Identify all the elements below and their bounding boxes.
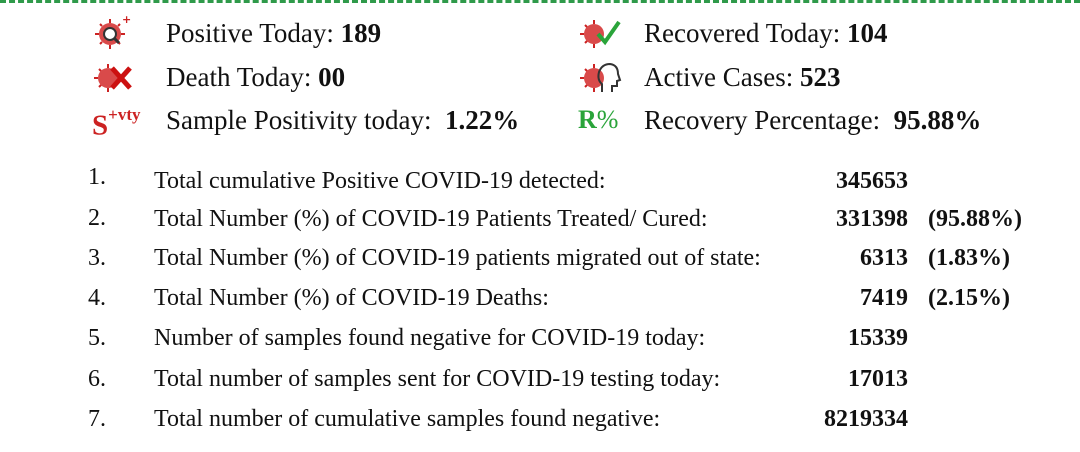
- row-label: Total Number (%) of COVID-19 Deaths:: [154, 285, 549, 311]
- row-number: 3.: [88, 245, 106, 271]
- row-number: 5.: [88, 325, 106, 351]
- active-cases: Active Cases: 523: [644, 62, 840, 92]
- positive-today-label: Positive Today:: [166, 18, 334, 48]
- recovered-today-value: 104: [847, 18, 888, 48]
- recovered-today: Recovered Today: 104: [644, 18, 888, 48]
- row-label: Total number of samples sent for COVID-1…: [154, 366, 721, 392]
- row-percent: (2.15%): [928, 285, 1010, 311]
- row-percent: (95.88%): [928, 206, 1022, 232]
- active-cases-value: 523: [799, 62, 841, 92]
- row-label: Total number of cumulative samples found…: [154, 406, 661, 432]
- row-label: Total Number (%) of COVID-19 Patients Tr…: [154, 206, 708, 232]
- recovered-today-label: Recovered Today:: [644, 18, 841, 48]
- recovery-percentage-value: 95.88%: [893, 105, 982, 135]
- row-value: 15339: [848, 325, 908, 351]
- death-today: Death Today: 00: [166, 62, 345, 92]
- row-number: 4.: [88, 285, 106, 311]
- sample-positivity-label: Sample Positivity today:: [166, 105, 432, 135]
- virus-magnifier-icon: +: [95, 14, 131, 49]
- row-label: Total Number (%) of COVID-19 patients mi…: [154, 245, 761, 271]
- sample-positivity-icon-letter: S: [92, 109, 109, 142]
- row-value: 6313: [860, 245, 908, 271]
- row-number: 7.: [88, 406, 106, 432]
- row-value: 331398: [836, 206, 908, 232]
- row-value: 345653: [836, 168, 908, 194]
- row-number: 2.: [88, 205, 106, 231]
- recovery-percentage-label: Recovery Percentage:: [644, 105, 881, 135]
- recovery-icon-suffix: %: [596, 105, 619, 134]
- sample-positivity-icon-sup: +vty: [108, 105, 141, 124]
- virus-check-icon: [580, 20, 621, 48]
- recovery-icon-letter: R: [578, 105, 597, 134]
- row-value: 7419: [860, 285, 908, 311]
- virus-cross-icon: [94, 64, 132, 92]
- row-number: 1.: [88, 164, 106, 190]
- active-cases-label: Active Cases:: [644, 62, 794, 92]
- row-label: Total cumulative Positive COVID-19 detec…: [154, 168, 606, 194]
- sample-positivity: Sample Positivity today: 1.22%: [166, 105, 519, 135]
- svg-text:+: +: [122, 14, 131, 26]
- sample-positivity-icon: S+vty: [92, 104, 141, 141]
- death-today-value: 00: [318, 62, 346, 92]
- dashed-top-border: [0, 0, 1080, 3]
- positive-today-value: 189: [340, 18, 382, 48]
- recovery-percentage-icon: R%: [578, 105, 618, 135]
- death-today-label: Death Today:: [166, 62, 312, 92]
- sample-positivity-value: 1.22%: [445, 105, 520, 135]
- row-label: Number of samples found negative for COV…: [154, 325, 706, 351]
- recovery-percentage: Recovery Percentage: 95.88%: [644, 105, 981, 135]
- row-value: 17013: [848, 366, 908, 392]
- row-percent: (1.83%): [928, 245, 1010, 271]
- row-number: 6.: [88, 366, 106, 392]
- positive-today: Positive Today: 189: [166, 18, 381, 48]
- virus-head-icon: [580, 62, 622, 92]
- row-value: 8219334: [824, 406, 908, 432]
